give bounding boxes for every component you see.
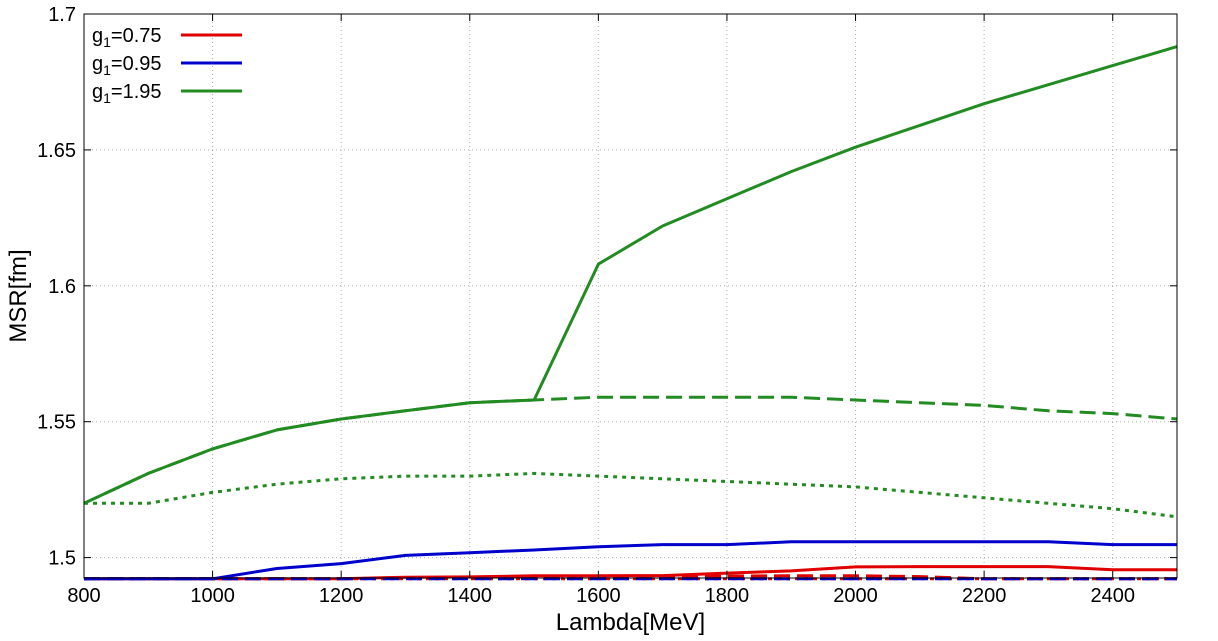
- y-tick-label: 1.7: [48, 4, 76, 26]
- legend: g1=0.75 g1=0.95 g1=1.95: [92, 25, 242, 106]
- x-tick-label: 1800: [705, 585, 750, 607]
- legend-label: g1=0.95: [92, 53, 162, 78]
- x-tick-label: 800: [67, 585, 100, 607]
- x-tick-label: 2400: [1090, 585, 1135, 607]
- x-tick-label: 1000: [190, 585, 235, 607]
- legend-label: g1=1.95: [92, 81, 162, 106]
- x-tick-label: 2000: [833, 585, 878, 607]
- y-tick-label: 1.65: [37, 140, 76, 162]
- x-tick-label: 1600: [576, 585, 621, 607]
- legend-label: g1=0.75: [92, 25, 162, 50]
- plot-frame: [83, 13, 1178, 579]
- x-tick-label: 1200: [319, 585, 364, 607]
- series-lines: [83, 45, 1178, 581]
- y-tick-label: 1.55: [37, 412, 76, 434]
- y-axis-title: MSR[fm]: [5, 249, 32, 342]
- series-line-6: [83, 395, 1178, 505]
- series-line-5: [83, 45, 1178, 505]
- x-axis: 800 1000 1200 1400 1600 1800 2000 2200 2400: [67, 14, 1135, 607]
- x-axis-title: Lambda[MeV]: [556, 609, 705, 636]
- x-tick-label: 2200: [962, 585, 1007, 607]
- x-tick-label: 1400: [448, 585, 493, 607]
- y-axis: 1.5 1.55 1.6 1.65 1.7: [37, 4, 1177, 570]
- y-tick-label: 1.6: [48, 276, 76, 298]
- grid: [84, 14, 1177, 578]
- series-line-7: [84, 471, 1178, 519]
- y-tick-label: 1.5: [48, 548, 76, 570]
- series-line-3: [84, 540, 1177, 581]
